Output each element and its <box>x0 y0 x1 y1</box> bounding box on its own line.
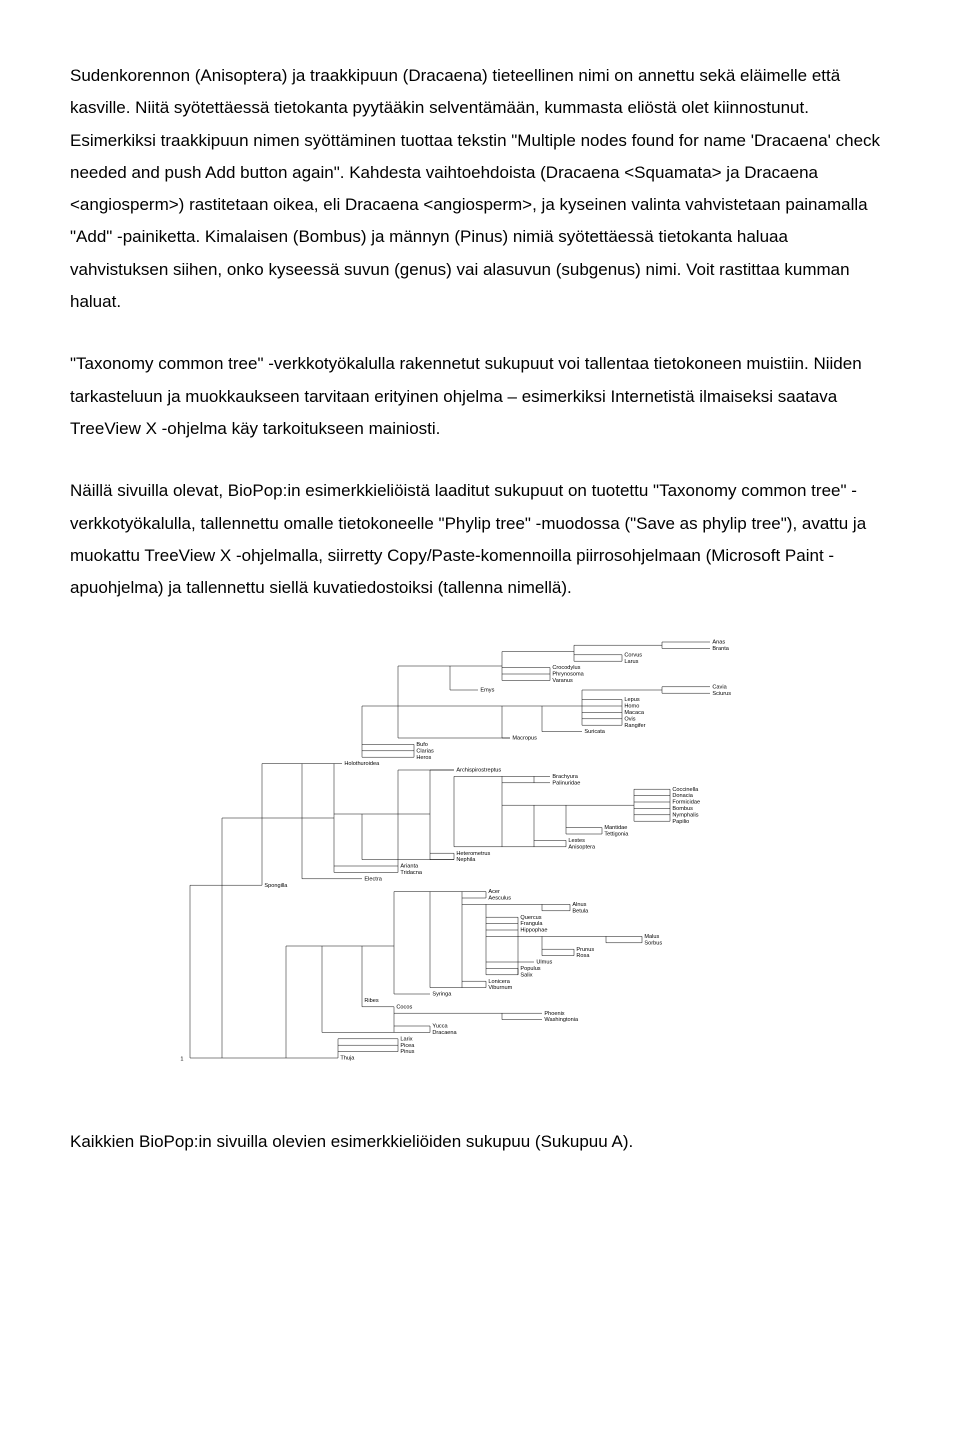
paragraph-2: "Taxonomy common tree" -verkkotyökalulla… <box>70 348 890 445</box>
svg-text:Archispirostreptus: Archispirostreptus <box>456 768 501 774</box>
figure-caption: Kaikkien BioPop:in sivuilla olevien esim… <box>70 1126 890 1158</box>
svg-text:Anas: Anas <box>712 640 725 646</box>
svg-text:Rangifer: Rangifer <box>624 723 645 729</box>
svg-text:Heterometrus: Heterometrus <box>456 851 490 857</box>
svg-text:Arianta: Arianta <box>400 864 419 870</box>
svg-text:Spongilla: Spongilla <box>264 883 288 889</box>
svg-text:Nymphalis: Nymphalis <box>672 813 698 819</box>
paragraph-3: Näillä sivuilla olevat, BioPop:in esimer… <box>70 475 890 604</box>
svg-text:Suricata: Suricata <box>584 730 605 736</box>
svg-text:Yucca: Yucca <box>432 1024 448 1030</box>
svg-text:Lestes: Lestes <box>568 838 585 844</box>
svg-text:Ulmus: Ulmus <box>536 960 552 966</box>
tree-svg: AnasBranta CorvusLarus CrocodylusPhrynosom… <box>70 634 870 1074</box>
svg-text:Papilio: Papilio <box>672 819 689 825</box>
svg-text:Mantidae: Mantidae <box>604 826 627 832</box>
svg-text:Lonicera: Lonicera <box>488 979 510 985</box>
svg-text:Ovis: Ovis <box>624 717 635 723</box>
svg-text:Coccinella: Coccinella <box>672 787 699 793</box>
svg-text:Macropus: Macropus <box>512 736 537 742</box>
svg-text:Formicidae: Formicidae <box>672 800 700 806</box>
svg-text:Betula: Betula <box>572 909 589 915</box>
svg-text:Crocodylus: Crocodylus <box>552 666 580 672</box>
svg-text:Larix: Larix <box>400 1037 412 1043</box>
svg-text:Sorbus: Sorbus <box>644 941 662 947</box>
svg-text:Quercus: Quercus <box>520 915 541 921</box>
svg-text:Macaca: Macaca <box>624 710 644 716</box>
phylogenetic-tree: AnasBranta CorvusLarus CrocodylusPhrynosom… <box>70 634 890 1085</box>
svg-text:Hippophae: Hippophae <box>520 928 547 934</box>
svg-text:Corvus: Corvus <box>624 653 642 659</box>
svg-text:Pinus: Pinus <box>400 1050 414 1056</box>
svg-text:Acer: Acer <box>488 890 500 896</box>
svg-text:Prunus: Prunus <box>576 947 594 953</box>
svg-text:Syringa: Syringa <box>432 992 452 998</box>
svg-text:Cocos: Cocos <box>396 1005 412 1011</box>
svg-text:Heros: Heros <box>416 755 431 761</box>
svg-text:Rosa: Rosa <box>576 954 590 960</box>
svg-text:Bufo: Bufo <box>416 742 428 748</box>
svg-text:Tettigonia: Tettigonia <box>604 832 629 838</box>
svg-text:Branta: Branta <box>712 646 729 652</box>
svg-text:Tridacna: Tridacna <box>400 870 422 876</box>
svg-text:Sciurus: Sciurus <box>712 691 731 697</box>
svg-text:Cavia: Cavia <box>712 685 727 691</box>
svg-text:Phoenix: Phoenix <box>544 1011 564 1017</box>
svg-text:Varanus: Varanus <box>552 678 573 684</box>
svg-text:Dracaena: Dracaena <box>432 1030 457 1036</box>
svg-text:Donacia: Donacia <box>672 794 693 800</box>
svg-text:Frangula: Frangula <box>520 922 543 928</box>
svg-text:Holothuroidea: Holothuroidea <box>344 762 380 768</box>
svg-text:Brachyura: Brachyura <box>552 774 578 780</box>
svg-text:Clarias: Clarias <box>416 749 434 755</box>
svg-text:Alnus: Alnus <box>572 902 586 908</box>
svg-text:Homo: Homo <box>624 704 639 710</box>
svg-text:Nephila: Nephila <box>456 858 476 864</box>
svg-text:Picea: Picea <box>400 1043 415 1049</box>
svg-text:Phrynosoma: Phrynosoma <box>552 672 584 678</box>
svg-text:Lepus: Lepus <box>624 698 639 704</box>
svg-text:Larus: Larus <box>624 659 638 665</box>
svg-text:Malus: Malus <box>644 934 659 940</box>
svg-text:Emys: Emys <box>480 688 494 694</box>
svg-text:Bombus: Bombus <box>672 806 693 812</box>
svg-text:Electra: Electra <box>364 877 382 883</box>
svg-text:Aesculus: Aesculus <box>488 896 511 902</box>
svg-text:Anisoptera: Anisoptera <box>568 845 596 851</box>
svg-text:Washingtonia: Washingtonia <box>544 1018 579 1024</box>
paragraph-1: Sudenkorennon (Anisoptera) ja traakkipuu… <box>70 60 890 318</box>
svg-text:Populus: Populus <box>520 966 540 972</box>
svg-text:Viburnum: Viburnum <box>488 986 512 992</box>
svg-text:Ribes: Ribes <box>364 998 379 1004</box>
svg-text:Thuja: Thuja <box>340 1056 355 1062</box>
svg-text:1: 1 <box>180 1057 183 1063</box>
svg-text:Palinuridae: Palinuridae <box>552 781 580 787</box>
svg-text:Salix: Salix <box>520 973 532 979</box>
